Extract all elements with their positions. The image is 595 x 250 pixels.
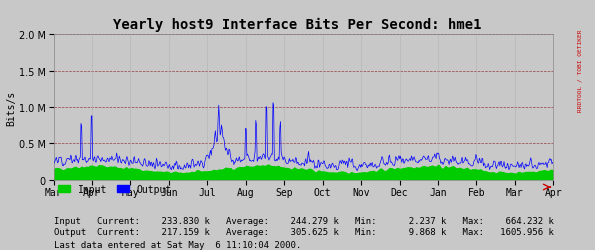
Text: RRDTOOL / TOBI OETIKER: RRDTOOL / TOBI OETIKER [578,29,583,111]
Text: Output  Current:    217.159 k   Average:    305.625 k   Min:      9.868 k   Max:: Output Current: 217.159 k Average: 305.6… [54,228,553,236]
Text: Input   Current:    233.830 k   Average:    244.279 k   Min:      2.237 k   Max:: Input Current: 233.830 k Average: 244.27… [54,216,553,225]
Y-axis label: Bits/s: Bits/s [6,90,16,125]
Text: Yearly host9 Interface Bits Per Second: hme1: Yearly host9 Interface Bits Per Second: … [113,18,482,32]
Text: Last data entered at Sat May  6 11:10:04 2000.: Last data entered at Sat May 6 11:10:04 … [54,240,301,249]
Legend: Input, Output: Input, Output [58,184,171,194]
